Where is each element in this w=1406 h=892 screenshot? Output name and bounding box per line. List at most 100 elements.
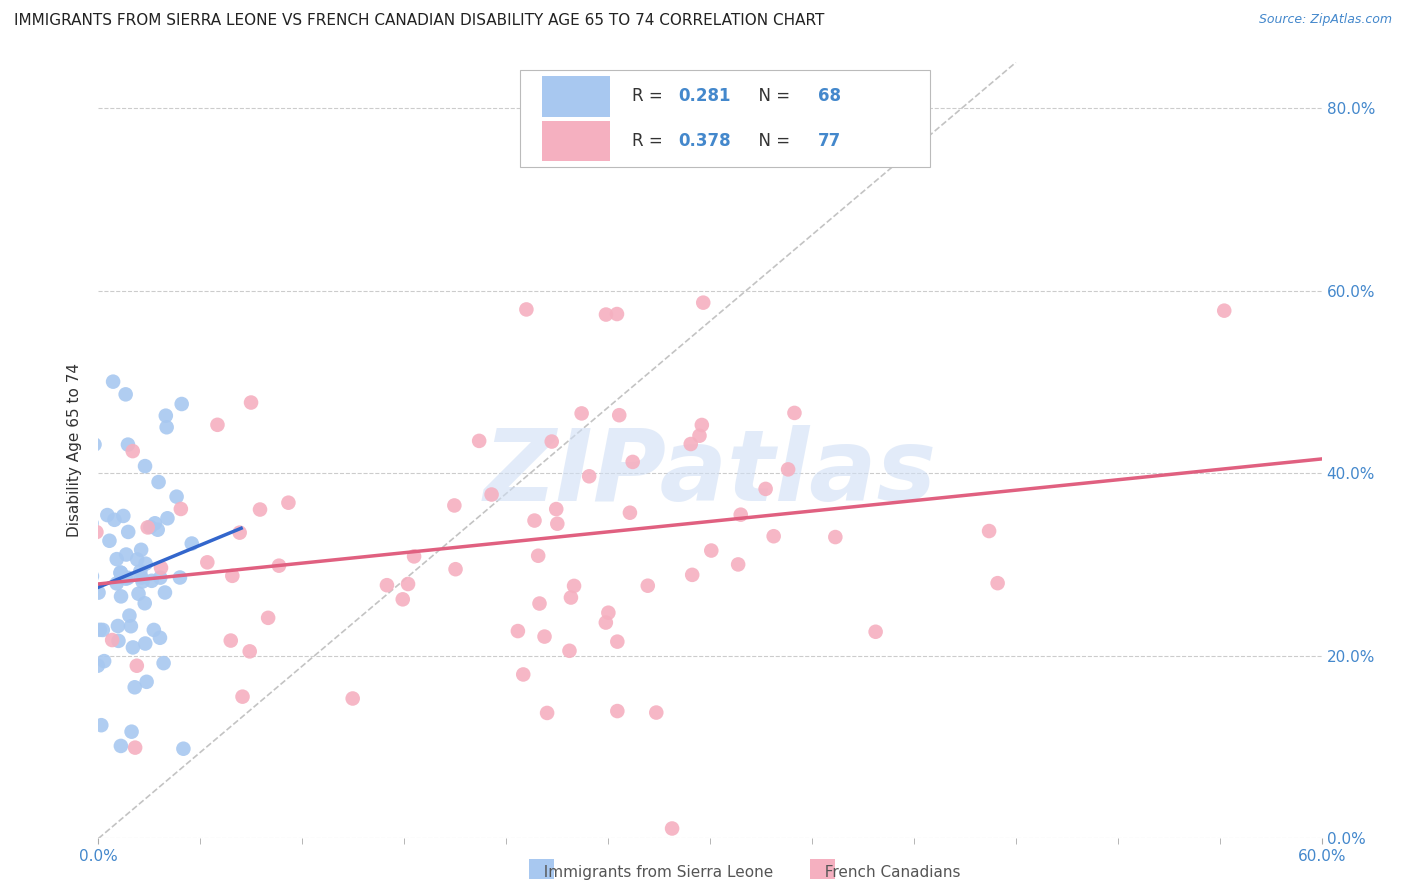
Point: [87, 658, 110, 673]
Point: [523, 514, 546, 528]
Point: [404, 549, 426, 564]
Point: [180, 536, 202, 550]
Point: [700, 543, 723, 558]
Text: 0.281: 0.281: [678, 87, 731, 105]
Point: [135, 674, 157, 689]
Point: [112, 508, 135, 523]
Point: [987, 576, 1010, 591]
Point: [110, 566, 132, 581]
Point: [595, 308, 617, 322]
Point: [149, 631, 172, 645]
Point: [169, 570, 191, 584]
Point: [90, 718, 112, 732]
Point: [515, 302, 537, 317]
Point: [443, 499, 465, 513]
Text: 77: 77: [818, 132, 841, 150]
Point: [122, 640, 145, 655]
Point: [595, 615, 617, 630]
Point: [127, 552, 149, 566]
FancyBboxPatch shape: [810, 859, 835, 879]
Point: [155, 409, 177, 423]
Text: R =: R =: [631, 87, 668, 105]
Point: [105, 576, 128, 591]
Text: R =: R =: [631, 132, 668, 150]
Point: [391, 592, 413, 607]
Point: [110, 566, 132, 580]
Point: [129, 542, 152, 557]
Point: [619, 506, 641, 520]
Point: [107, 619, 129, 633]
Point: [70, 702, 93, 716]
Point: [79, 593, 101, 607]
Point: [637, 579, 659, 593]
Text: Immigrants from Sierra Leone: Immigrants from Sierra Leone: [534, 865, 773, 880]
Point: [121, 724, 143, 739]
Point: [121, 444, 143, 458]
Point: [156, 511, 179, 525]
Point: [546, 516, 568, 531]
Point: [103, 513, 125, 527]
Point: [679, 437, 702, 451]
Point: [136, 520, 159, 534]
Text: 0.378: 0.378: [678, 132, 731, 150]
FancyBboxPatch shape: [543, 120, 610, 161]
Point: [80, 516, 103, 531]
Point: [730, 508, 752, 522]
Point: [606, 307, 628, 321]
Point: [560, 591, 582, 605]
Point: [527, 549, 550, 563]
Point: [533, 630, 555, 644]
Point: [540, 434, 562, 449]
Point: [607, 408, 630, 422]
Point: [105, 552, 128, 566]
Point: [512, 667, 534, 681]
Point: [396, 577, 419, 591]
Point: [72, 481, 94, 495]
Point: [529, 597, 551, 611]
Text: N =: N =: [748, 87, 796, 105]
Point: [150, 561, 173, 575]
Point: [221, 569, 243, 583]
Point: [257, 611, 280, 625]
Point: [87, 585, 110, 599]
Point: [134, 459, 156, 474]
Point: [101, 633, 124, 648]
Point: [571, 406, 593, 420]
Point: [506, 624, 529, 638]
Point: [139, 520, 162, 534]
Point: [117, 437, 139, 451]
Text: IMMIGRANTS FROM SIERRA LEONE VS FRENCH CANADIAN DISABILITY AGE 65 TO 74 CORRELAT: IMMIGRANTS FROM SIERRA LEONE VS FRENCH C…: [14, 13, 824, 29]
Point: [148, 475, 170, 489]
Point: [128, 587, 150, 601]
Point: [219, 633, 242, 648]
Point: [131, 570, 153, 584]
Point: [117, 571, 139, 585]
Point: [124, 740, 146, 755]
Point: [755, 482, 778, 496]
Point: [98, 533, 121, 548]
Point: [692, 295, 714, 310]
Point: [727, 558, 749, 572]
Point: [661, 822, 683, 836]
Point: [1213, 303, 1236, 318]
Point: [824, 530, 846, 544]
Point: [135, 557, 157, 571]
Point: [240, 395, 263, 409]
Point: [621, 455, 644, 469]
Point: [115, 572, 138, 586]
Text: N =: N =: [748, 132, 796, 150]
Point: [249, 502, 271, 516]
Point: [80, 569, 103, 583]
Text: Source: ZipAtlas.com: Source: ZipAtlas.com: [1258, 13, 1392, 27]
Point: [142, 623, 165, 637]
Text: French Canadians: French Canadians: [815, 865, 960, 880]
Point: [977, 524, 1000, 538]
Point: [125, 658, 148, 673]
Point: [536, 706, 558, 720]
Point: [63, 576, 86, 591]
Text: ZIPatlas: ZIPatlas: [484, 425, 936, 522]
Point: [110, 739, 132, 753]
Point: [277, 496, 299, 510]
Point: [83, 437, 105, 451]
Point: [22, 591, 45, 605]
